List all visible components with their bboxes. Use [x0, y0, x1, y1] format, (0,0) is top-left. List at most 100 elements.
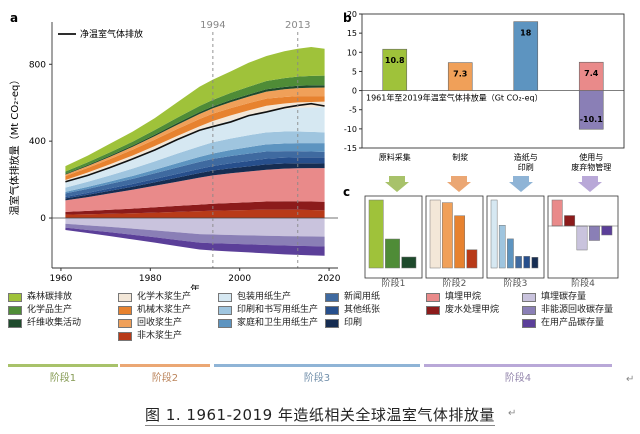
panel-a-area-chart: 温室气体排放量（Mt CO₂-eq） 1994 2013 0 400 800 1960 198…: [8, 20, 341, 290]
stage-bar-other_paper: [523, 256, 531, 269]
return-mark-2: ↵: [508, 408, 517, 419]
legend-swatch: [218, 293, 232, 302]
y-axis-label: 温室气体排放量（Mt CO₂-eq）: [8, 75, 21, 216]
y-tick-label: 0: [352, 87, 357, 96]
stage-bar-forest: [368, 199, 384, 269]
y-tick-label: 20: [347, 10, 357, 19]
legend-swatch: [325, 319, 339, 328]
stage-band-label: 阶段1: [49, 373, 77, 384]
legend-item-household: 家庭和卫生用纸生产: [218, 318, 318, 329]
y-tick-label: -10: [344, 125, 357, 134]
stage-box: [486, 195, 545, 279]
stage-band-bar: [8, 364, 118, 367]
bar-household: [513, 21, 539, 91]
legend-item-print_ind: 印刷: [325, 318, 362, 329]
stage-band: 阶段1: [8, 364, 118, 384]
x-tick-label: 1980: [139, 274, 162, 284]
legend-item-nonwood_pulp: 非木浆生产: [118, 331, 182, 342]
legend-label: 家庭和卫生用纸生产: [237, 318, 319, 328]
legend-label: 化学品生产: [27, 305, 73, 315]
legend-swatch: [118, 306, 132, 315]
legend-swatch: [522, 319, 536, 328]
stage-bar-wastewater: [564, 215, 576, 227]
x-axis-label: 年: [190, 283, 200, 290]
stage-band: 阶段2: [120, 364, 210, 384]
area-printing: [65, 131, 325, 192]
area-chem_product: [65, 75, 325, 174]
legend-item-chem_pulp: 化学木浆生产: [118, 292, 191, 303]
area-forest: [65, 46, 325, 172]
marker-label-1994: 1994: [200, 20, 225, 31]
stage-bar-product_storage: [601, 225, 613, 236]
legend-swatch: [8, 319, 22, 328]
stage-arrow: [385, 176, 409, 192]
marker-label-2013: 2013: [285, 20, 310, 31]
category-label: 使用与废弃物管理: [571, 152, 611, 172]
legend-item-fiber: 纤维收集活动: [8, 318, 81, 329]
area-news: [65, 151, 325, 197]
stage-bar-print_ind: [531, 257, 539, 269]
bar-value-label: 7.3: [453, 70, 467, 79]
bar-recycle_pulp: [447, 62, 473, 91]
y-tick-label: -5: [349, 106, 357, 115]
legend-label: 非木浆生产: [137, 331, 183, 341]
stage-arrow: [509, 176, 533, 192]
stage-arrow: [447, 176, 471, 192]
legend-item-wastewater: 废水处理甲烷: [426, 305, 499, 316]
legend-item-other_paper: 其他纸张: [325, 305, 380, 316]
legend-item-forest: 森林碳排放: [8, 292, 72, 303]
panel-b-bar-chart: -15 -10 -5 0 5 10 15 20 原料采集 制浆 造纸与印刷 使用与废弃物管理 10.8 7…: [344, 10, 625, 172]
legend-label: 填埋甲烷: [445, 292, 482, 302]
bar-nonrecycle_storage: [578, 90, 604, 130]
y-tick-label: 15: [347, 29, 357, 38]
stage-box: [547, 195, 619, 279]
x-tick-label: 2020: [318, 274, 341, 284]
legend-swatch: [325, 293, 339, 302]
stage-box: [364, 195, 423, 279]
legend-item-landfill: 填埋甲烷: [426, 292, 481, 303]
stage-bar-packaging: [490, 199, 498, 269]
area-landfill_storage: [65, 218, 325, 237]
stage-bar-household: [507, 238, 514, 269]
legend: 森林碳排放 化学品生产 纤维收集活动 化学木浆生产 机械木浆生产 回收浆生产 非木浆生产 包装…: [8, 286, 636, 358]
y-tick-label: 400: [29, 137, 46, 147]
stage-bar-news: [515, 256, 522, 269]
area-nonwood_pulp: [65, 209, 325, 219]
category-label: 原料采集: [379, 152, 411, 162]
x-tick-label: 1960: [49, 274, 72, 284]
x-tick-label: 2000: [228, 274, 251, 284]
y-tick-label: 5: [352, 67, 357, 76]
stage-bar-printing: [498, 225, 506, 269]
stage-band-bar: [424, 364, 612, 367]
legend-label: 印刷和书写用纸生产: [237, 305, 319, 315]
area-wastewater: [65, 201, 325, 215]
legend-swatch: [218, 306, 232, 315]
category-label: 制浆: [452, 152, 468, 162]
bar-value-label: -10.1: [580, 115, 603, 124]
area-nonrecycle_storage: [65, 223, 325, 247]
legend-label: 回收浆生产: [137, 318, 183, 328]
panel-a-label: a: [10, 11, 18, 25]
stage-band: 阶段4: [424, 364, 612, 384]
legend-label: 填埋碳存量: [541, 292, 587, 302]
bar-forest: [382, 48, 408, 91]
return-mark-1: ↵: [626, 374, 635, 385]
legend-label: 非能源回收碳存量: [541, 305, 614, 315]
legend-label: 印刷: [344, 318, 363, 328]
legend-label: 化学木浆生产: [137, 292, 192, 302]
y-tick-label: 800: [29, 60, 46, 70]
y-tick-label: 0: [40, 214, 46, 224]
area-household: [65, 143, 325, 194]
stage-bar-mech_pulp: [454, 215, 465, 269]
stage-label: 阶段2: [443, 277, 467, 289]
stage-bar-chem_pulp: [429, 199, 441, 269]
legend-swatch: [8, 293, 22, 302]
bar-value-label: 7.4: [584, 69, 599, 78]
legend-swatch: [218, 319, 232, 328]
stage-band-label: 阶段3: [303, 373, 331, 384]
stage-band: 阶段3: [214, 364, 420, 384]
category-label: 造纸与印刷: [514, 152, 538, 172]
net-legend-label: 净温室气体排放: [80, 28, 143, 40]
legend-swatch: [325, 306, 339, 315]
legend-label: 森林碳排放: [27, 292, 73, 302]
